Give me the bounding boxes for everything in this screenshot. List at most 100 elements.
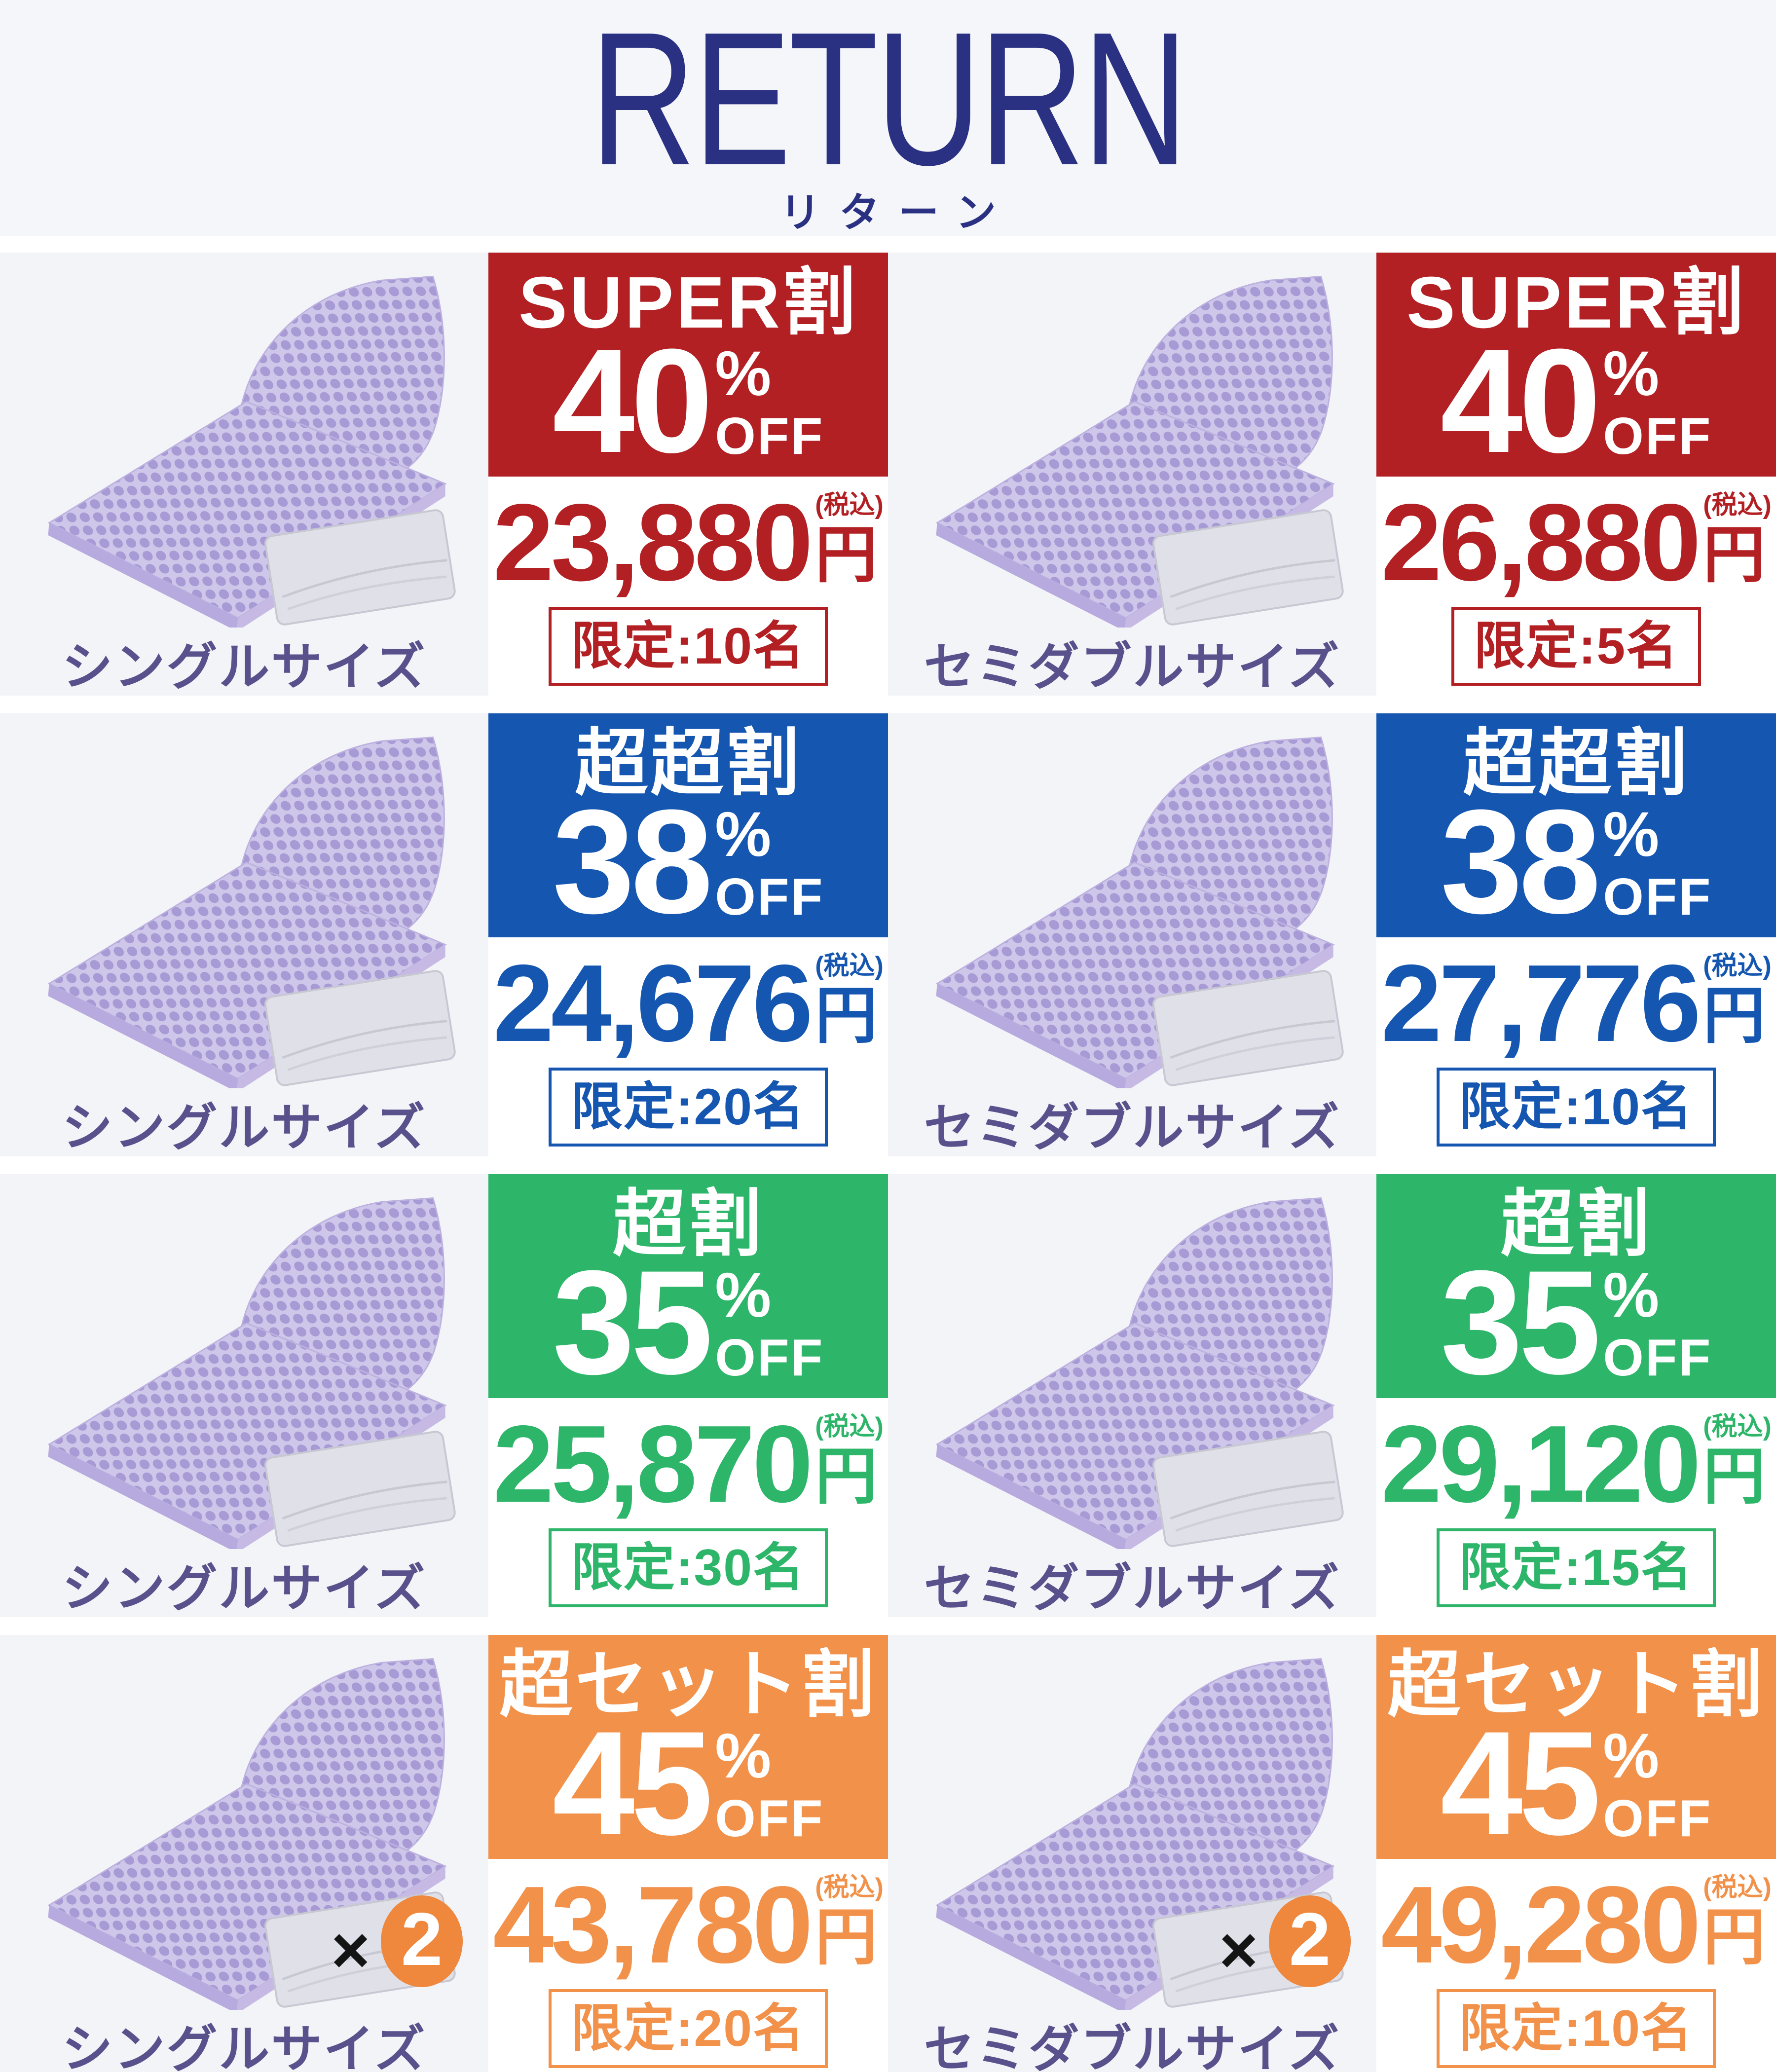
size-label: セミダブルサイズ bbox=[924, 1560, 1341, 1617]
price-amount: 27,776 bbox=[1381, 942, 1701, 1065]
yen-sign: 円 bbox=[815, 1902, 878, 1972]
off-label: OFF bbox=[1603, 1789, 1712, 1848]
price-badge: 超セット割 45 % OFF 43,780 (税込) 円 bbox=[488, 1635, 888, 2072]
limited-count: 限定:10名 bbox=[1436, 1989, 1716, 2069]
limited-count: 限定:10名 bbox=[1436, 1068, 1716, 1147]
off-label: OFF bbox=[715, 1329, 824, 1387]
size-label: セミダブルサイズ bbox=[924, 638, 1341, 695]
discount-banner: SUPER割 40 % OFF bbox=[1376, 253, 1776, 477]
size-label: セミダブルサイズ bbox=[924, 1099, 1341, 1156]
deal-name: 超超割 bbox=[1463, 723, 1690, 804]
size-label: シングルサイズ bbox=[62, 2021, 427, 2072]
price-badge: 超セット割 45 % OFF 49,280 (税込) 円 bbox=[1376, 1635, 1776, 2072]
header: RETURN リターン bbox=[0, 0, 1776, 236]
multiply-icon: × bbox=[331, 1912, 370, 1987]
quantity-multiplier: × 2 bbox=[331, 1895, 463, 1987]
size-label: セミダブルサイズ bbox=[924, 2021, 1341, 2072]
price-amount: 26,880 bbox=[1381, 481, 1701, 604]
deal-name: SUPER割 bbox=[518, 262, 858, 343]
off-label: OFF bbox=[715, 1789, 824, 1848]
discount-percent: 40 bbox=[552, 318, 713, 477]
percent-sign: % bbox=[715, 1721, 772, 1791]
multiply-icon: × bbox=[1219, 1912, 1258, 1987]
price: 49,280 (税込) 円 bbox=[1376, 1864, 1776, 1986]
price-amount: 25,870 bbox=[493, 1403, 813, 1525]
price: 23,880 (税込) 円 bbox=[488, 481, 888, 604]
tax-note: (税込) bbox=[1703, 1873, 1772, 1902]
product-area: セミダブルサイズ bbox=[888, 253, 1376, 696]
discount-banner: 超セット割 45 % OFF bbox=[1376, 1635, 1776, 1859]
percent-sign: % bbox=[1603, 1721, 1660, 1791]
multiplier-badge: 2 bbox=[381, 1895, 463, 1987]
price-badge: 超割 35 % OFF 25,870 (税込) 円 bbox=[488, 1174, 888, 1617]
size-label: シングルサイズ bbox=[62, 1099, 427, 1156]
offer-row-chocho: シングルサイズ 超超割 38 % OFF 24,676 bbox=[0, 713, 1776, 1156]
price-amount: 29,120 bbox=[1381, 1403, 1701, 1525]
deal-name: 超割 bbox=[613, 1184, 764, 1265]
product-area: シングルサイズ bbox=[0, 253, 488, 696]
yen-sign: 円 bbox=[1703, 520, 1766, 590]
deal-name: 超セット割 bbox=[499, 1644, 877, 1726]
product-area: × 2 セミダブルサイズ bbox=[888, 1635, 1376, 2072]
tax-note: (税込) bbox=[815, 1873, 884, 1902]
discount-banner: 超割 35 % OFF bbox=[488, 1174, 888, 1398]
discount-banner: 超割 35 % OFF bbox=[1376, 1174, 1776, 1398]
offer-row-super: シングルサイズ SUPER割 40 % OFF 23,880 bbox=[0, 253, 1776, 696]
price-badge: 超超割 38 % OFF 27,776 (税込) 円 bbox=[1376, 713, 1776, 1156]
tax-note: (税込) bbox=[815, 952, 884, 980]
tax-note: (税込) bbox=[815, 491, 884, 519]
off-label: OFF bbox=[1603, 868, 1712, 926]
mattress-topper-image bbox=[903, 1178, 1357, 1549]
yen-sign: 円 bbox=[815, 1442, 878, 1511]
size-label: シングルサイズ bbox=[62, 638, 427, 695]
discount-percent: 45 bbox=[552, 1700, 713, 1859]
tax-note: (税込) bbox=[1703, 491, 1772, 519]
percent-sign: % bbox=[715, 1260, 772, 1331]
page-title: RETURN bbox=[590, 0, 1188, 205]
quantity-multiplier: × 2 bbox=[1219, 1895, 1351, 1987]
deal-name: SUPER割 bbox=[1406, 262, 1746, 343]
deal-name: 超超割 bbox=[575, 723, 802, 804]
price: 24,676 (税込) 円 bbox=[488, 942, 888, 1065]
product-area: シングルサイズ bbox=[0, 1174, 488, 1617]
discount-percent: 38 bbox=[552, 778, 713, 937]
mattress-topper-image bbox=[903, 717, 1357, 1088]
mattress-topper-image bbox=[15, 257, 469, 628]
price-badge: SUPER割 40 % OFF 23,880 (税込) 円 bbox=[488, 253, 888, 696]
discount-percent: 45 bbox=[1440, 1700, 1601, 1859]
yen-sign: 円 bbox=[1703, 1442, 1766, 1511]
yen-sign: 円 bbox=[1703, 1902, 1766, 1972]
off-label: OFF bbox=[715, 407, 824, 466]
price: 25,870 (税込) 円 bbox=[488, 1403, 888, 1525]
discount-banner: SUPER割 40 % OFF bbox=[488, 253, 888, 477]
price-amount: 24,676 bbox=[493, 942, 813, 1065]
mattress-topper-image bbox=[15, 1178, 469, 1549]
yen-sign: 円 bbox=[815, 520, 878, 590]
discount-percent: 40 bbox=[1440, 318, 1601, 477]
off-label: OFF bbox=[715, 868, 824, 926]
deal-name: 超割 bbox=[1501, 1184, 1652, 1265]
discount-percent: 35 bbox=[552, 1239, 713, 1398]
price-amount: 49,280 bbox=[1381, 1864, 1701, 1986]
off-label: OFF bbox=[1603, 1329, 1712, 1387]
price: 26,880 (税込) 円 bbox=[1376, 481, 1776, 604]
size-label: シングルサイズ bbox=[62, 1560, 427, 1617]
yen-sign: 円 bbox=[815, 981, 878, 1050]
multiplier-badge: 2 bbox=[1269, 1895, 1351, 1987]
off-label: OFF bbox=[1603, 407, 1712, 466]
discount-banner: 超超割 38 % OFF bbox=[488, 713, 888, 937]
offer-grid: シングルサイズ SUPER割 40 % OFF 23,880 bbox=[0, 253, 1776, 2072]
price-badge: 超超割 38 % OFF 24,676 (税込) 円 bbox=[488, 713, 888, 1156]
percent-sign: % bbox=[715, 338, 772, 409]
price-badge: SUPER割 40 % OFF 26,880 (税込) 円 bbox=[1376, 253, 1776, 696]
percent-sign: % bbox=[1603, 799, 1660, 870]
yen-sign: 円 bbox=[1703, 981, 1766, 1050]
price-amount: 23,880 bbox=[493, 481, 813, 604]
limited-count: 限定:30名 bbox=[548, 1528, 828, 1608]
discount-banner: 超セット割 45 % OFF bbox=[488, 1635, 888, 1859]
tax-note: (税込) bbox=[815, 1412, 884, 1441]
tax-note: (税込) bbox=[1703, 1412, 1772, 1441]
limited-count: 限定:15名 bbox=[1436, 1528, 1716, 1608]
price-amount: 43,780 bbox=[493, 1864, 813, 1986]
